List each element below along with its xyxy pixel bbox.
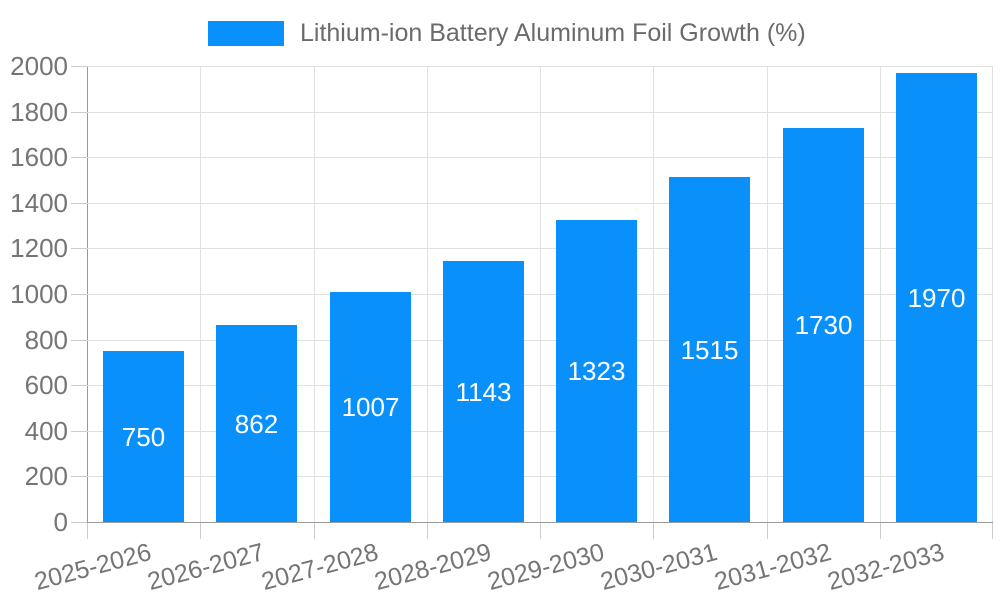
bar[interactable]: 1515 bbox=[669, 177, 750, 522]
x-tick-label: 2026-2027 bbox=[144, 538, 268, 597]
bar[interactable]: 750 bbox=[103, 351, 184, 522]
bar-value-label: 1515 bbox=[680, 334, 739, 365]
y-tick-label: 400 bbox=[24, 415, 68, 446]
x-axis-tick bbox=[767, 523, 768, 539]
legend-swatch-icon bbox=[208, 21, 284, 46]
y-tick-label: 200 bbox=[24, 461, 68, 492]
x-axis-line bbox=[87, 522, 993, 523]
y-axis-tick bbox=[71, 248, 87, 250]
bar-value-label: 1323 bbox=[567, 356, 626, 386]
y-axis-tick bbox=[71, 157, 87, 159]
x-axis-tick bbox=[653, 523, 654, 539]
bar[interactable]: 1970 bbox=[896, 73, 977, 522]
bar-value-label: 750 bbox=[121, 421, 166, 452]
bar-value-label: 1970 bbox=[907, 282, 966, 313]
y-axis-tick bbox=[71, 294, 87, 295]
gridline-vertical bbox=[427, 66, 428, 522]
y-axis-tick bbox=[71, 430, 87, 432]
y-axis-tick bbox=[71, 66, 87, 67]
y-tick-label: 1000 bbox=[10, 279, 68, 309]
x-axis-tick bbox=[314, 523, 315, 539]
y-tick-label: 1600 bbox=[10, 142, 68, 173]
bar[interactable]: 1323 bbox=[556, 220, 637, 522]
y-tick-label: 600 bbox=[24, 370, 68, 401]
gridline-vertical bbox=[880, 66, 881, 522]
x-tick-label: 2032-2033 bbox=[824, 538, 948, 597]
y-tick-label: 800 bbox=[24, 324, 68, 355]
y-axis-tick bbox=[71, 339, 87, 341]
gridline-vertical bbox=[992, 66, 993, 522]
x-tick-label: 2027-2028 bbox=[258, 538, 381, 597]
bar[interactable]: 1007 bbox=[330, 292, 411, 522]
x-axis-tick bbox=[992, 523, 993, 539]
gridline-vertical bbox=[540, 66, 541, 522]
y-axis-tick bbox=[71, 202, 87, 204]
bar[interactable]: 1143 bbox=[443, 261, 524, 522]
x-axis-tick bbox=[200, 523, 201, 539]
y-axis-tick bbox=[71, 476, 87, 478]
y-tick-label: 1800 bbox=[10, 96, 68, 127]
x-axis-tick bbox=[540, 523, 541, 539]
legend-label: Lithium-ion Battery Aluminum Foil Growth… bbox=[300, 19, 806, 47]
bar-value-label: 1143 bbox=[455, 376, 512, 407]
x-axis-tick bbox=[87, 523, 88, 539]
legend[interactable]: Lithium-ion Battery Aluminum Foil Growth… bbox=[208, 19, 806, 48]
y-tick-label: 1400 bbox=[10, 187, 68, 218]
gridline-vertical bbox=[653, 66, 654, 522]
x-axis-tick bbox=[427, 523, 428, 539]
plot-area: 0 200 400 600 800 1000 1200 1400 1600 1800 2000 750… bbox=[10, 53, 993, 596]
x-axis-tick bbox=[880, 523, 881, 539]
x-tick-label: 2031-2032 bbox=[711, 538, 834, 597]
y-axis-tick bbox=[71, 522, 87, 523]
y-tick-label: 2000 bbox=[10, 51, 68, 81]
gridline-vertical bbox=[314, 66, 315, 522]
x-tick-label: 2029-2030 bbox=[484, 538, 608, 597]
bar-value-label: 1730 bbox=[794, 310, 853, 340]
bar-value-label: 862 bbox=[234, 408, 279, 439]
x-tick-label: 2028-2029 bbox=[371, 538, 495, 597]
bar[interactable]: 1730 bbox=[783, 128, 864, 522]
y-tick-label: 1200 bbox=[10, 233, 68, 264]
bar-value-label: 1007 bbox=[341, 392, 400, 422]
gridline-vertical bbox=[200, 66, 201, 522]
x-tick-label: 2025-2026 bbox=[31, 538, 155, 597]
gridline-vertical bbox=[767, 66, 768, 522]
y-tick-label: 0 bbox=[53, 507, 68, 537]
x-tick-label: 2030-2031 bbox=[597, 538, 721, 597]
y-axis-tick bbox=[71, 111, 87, 113]
bar[interactable]: 862 bbox=[216, 325, 297, 522]
y-axis-tick bbox=[71, 385, 87, 387]
